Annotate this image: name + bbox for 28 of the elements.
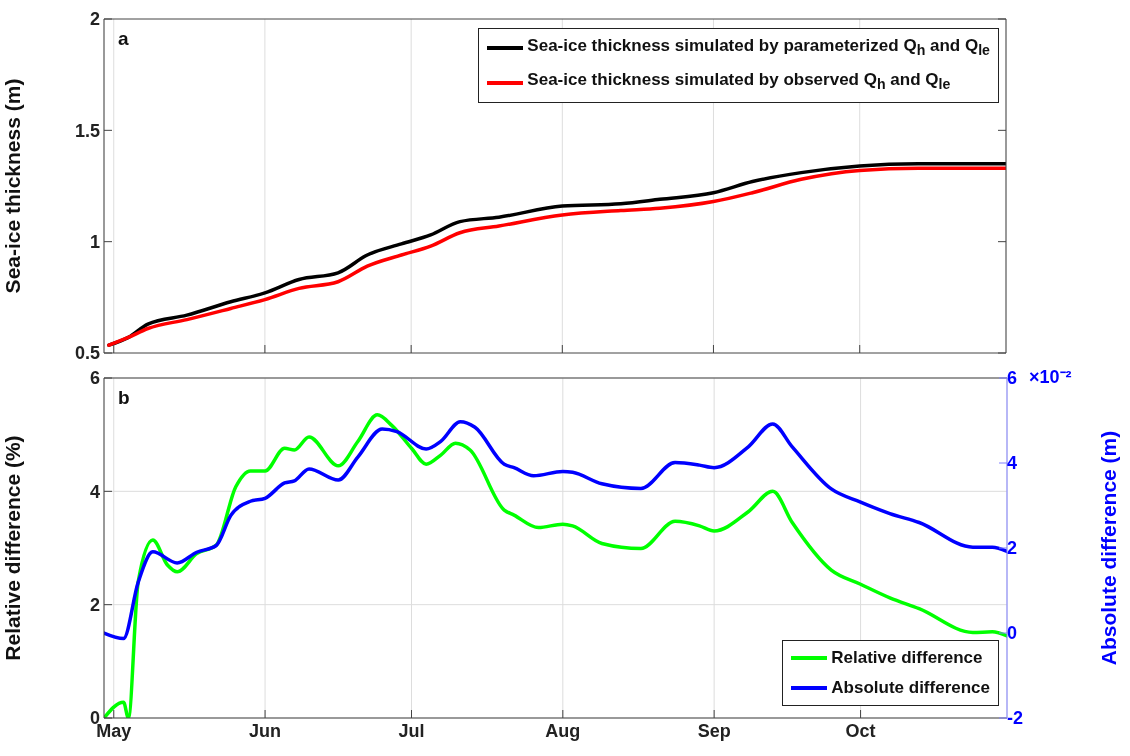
y2-tick-label: 6 (1007, 368, 1018, 389)
legend-label: Sea-ice thickness simulated by parameterized Q$_{h}$ and Q$_{le}$ (527, 35, 990, 61)
line-series (104, 420, 1007, 641)
text: ×10⁻² (1029, 366, 1072, 388)
annotation: b (118, 387, 130, 409)
y-tick-label: 1 (89, 232, 100, 253)
annotation: a (118, 28, 129, 50)
y-tick-label: 2 (89, 595, 100, 616)
y-tick-label: 6 (89, 368, 100, 389)
y2-tick-label: 0 (1007, 623, 1018, 644)
y-tick-label: 4 (89, 481, 100, 502)
x-tick-label: Oct (845, 720, 876, 741)
x-tick-label: Aug (545, 720, 581, 741)
y-axis-title: Sea-ice thickness (m) (1, 78, 25, 294)
y-tick-label: 0.5 (74, 343, 100, 364)
y-axis-title: Relative difference (%) (1, 435, 25, 661)
x-tick-label: Jun (249, 720, 282, 741)
y2-tick-label: 2 (1007, 538, 1018, 559)
y-tick-label: 2 (89, 9, 100, 30)
y2-axis-title: Absolute difference (m) (1097, 430, 1121, 666)
y-tick-label: 1.5 (74, 120, 100, 141)
y2-tick-label: -2 (1007, 708, 1024, 729)
legend-label: Relative difference (831, 647, 983, 669)
x-tick-label: Sep (697, 720, 731, 741)
x-tick-label: Jul (398, 720, 425, 741)
legend-label: Absolute difference (831, 677, 990, 699)
y2-tick-label: 4 (1007, 453, 1018, 474)
legend-label: Sea-ice thickness simulated by observed Q$_{h}$ and Q$_{le}$ (527, 69, 951, 95)
